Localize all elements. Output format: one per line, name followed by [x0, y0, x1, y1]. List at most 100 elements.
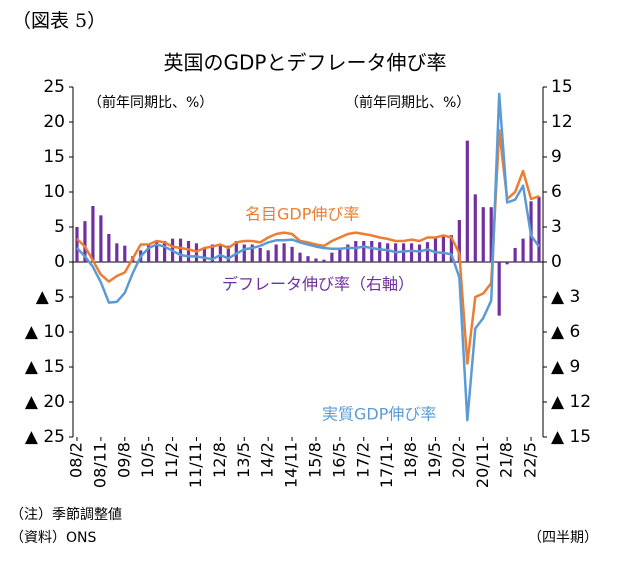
y2-tick-label: 9 — [551, 147, 562, 167]
bar — [274, 244, 278, 262]
x-tick-label: 10/5 — [138, 442, 157, 478]
bar — [433, 237, 438, 262]
note: （資料）ONS — [10, 530, 96, 546]
bar — [378, 242, 382, 262]
bar — [322, 259, 326, 262]
x-tick-label: 08/11 — [90, 442, 109, 488]
note: （注）季節調整値 — [10, 506, 122, 523]
bar — [115, 243, 119, 262]
x-tick-label: 22/5 — [521, 442, 540, 478]
x-tick-label: 08/2 — [66, 442, 85, 478]
x-tick-label: 21/8 — [497, 442, 516, 478]
y2-tick-label: ▲ 3 — [551, 287, 580, 307]
line — [76, 92, 541, 422]
bar — [282, 243, 286, 262]
x-tick-label: 11/2 — [162, 442, 181, 478]
bar — [465, 140, 469, 262]
line — [76, 129, 540, 365]
x-tick-label: 18/8 — [401, 442, 420, 478]
series-label: 実質GDP伸び率 — [322, 405, 436, 424]
y-tick-label: ▲ 5 — [36, 287, 65, 307]
x-tick-label: 15/8 — [305, 442, 324, 478]
bar — [370, 241, 374, 262]
bar — [537, 196, 541, 262]
bar — [473, 194, 477, 262]
y-tick-label: ▲ 20 — [25, 392, 65, 412]
x-tick-label: 09/8 — [114, 442, 133, 478]
bar — [226, 245, 230, 262]
y-tick-label: 10 — [43, 182, 65, 202]
bar — [346, 244, 350, 262]
y2-tick-label: 15 — [551, 77, 573, 97]
bar — [178, 238, 183, 262]
bar — [234, 241, 238, 262]
bar — [489, 207, 493, 262]
bar — [298, 252, 302, 262]
y-unit-label: （前年同期比、%） — [88, 94, 213, 111]
bar — [83, 221, 87, 262]
series-label: 名目GDP伸び率 — [245, 205, 359, 224]
y2-tick-label: ▲ 12 — [551, 392, 591, 412]
bar — [186, 241, 191, 262]
bar — [242, 244, 246, 262]
bar — [258, 248, 262, 262]
x-tick-label: 20/11 — [473, 442, 492, 488]
y2-tick-label: ▲ 6 — [551, 322, 580, 342]
bar — [107, 234, 111, 262]
bar — [497, 262, 501, 316]
bar — [75, 227, 79, 262]
figure-label: （図表 5） — [12, 10, 106, 32]
y2-tick-label: ▲ 15 — [551, 427, 591, 447]
bar — [123, 245, 127, 262]
x-tick-label: 14/2 — [258, 442, 277, 478]
bar — [99, 215, 103, 262]
y2-tick-label: 3 — [551, 217, 562, 237]
bar — [441, 235, 446, 262]
x-tick-label: 17/11 — [377, 442, 396, 488]
bar — [449, 235, 453, 262]
x-tick-label: 20/2 — [449, 442, 468, 478]
bar — [354, 241, 358, 262]
bar — [210, 244, 215, 262]
y-tick-label: ▲ 10 — [25, 322, 65, 342]
y2-tick-label: ▲ 9 — [551, 357, 580, 377]
x-tick-label: 12/8 — [210, 442, 229, 478]
x-tick-label: 14/11 — [282, 442, 301, 488]
bar — [163, 241, 167, 262]
y-tick-label: ▲ 25 — [25, 427, 65, 447]
bar — [386, 243, 390, 262]
x-tick-label: 16/5 — [329, 442, 348, 478]
bar — [155, 241, 159, 262]
y2-tick-label: 6 — [551, 182, 562, 202]
bar — [202, 248, 207, 262]
bar — [505, 262, 509, 265]
y-tick-label: 20 — [43, 112, 65, 132]
chart-title: 英国のGDPとデフレータ伸び率 — [164, 51, 447, 75]
bar — [457, 220, 461, 262]
bar — [266, 250, 270, 262]
y-tick-label: 0 — [54, 252, 65, 272]
bar — [409, 243, 414, 262]
bar — [250, 244, 254, 262]
y2-unit-label: （前年同期比、%） — [345, 94, 470, 111]
x-unit-label: （四半期） — [528, 530, 598, 546]
x-tick-label: 13/5 — [234, 442, 253, 478]
bar — [338, 248, 342, 262]
y2-tick-label: 0 — [551, 252, 562, 272]
bar — [91, 206, 95, 262]
series-label: デフレータ伸び率（右軸） — [222, 275, 414, 294]
bar — [521, 238, 525, 262]
y-tick-label: ▲ 15 — [25, 357, 65, 377]
y-tick-label: 15 — [43, 147, 65, 167]
y2-tick-label: 12 — [551, 112, 573, 132]
bar — [513, 248, 517, 262]
y-tick-label: 25 — [43, 77, 65, 97]
bar — [330, 252, 334, 262]
bar — [147, 244, 151, 262]
bar — [290, 246, 294, 262]
bar — [425, 242, 430, 262]
x-tick-label: 19/5 — [425, 442, 444, 478]
y-tick-label: 5 — [54, 217, 65, 237]
